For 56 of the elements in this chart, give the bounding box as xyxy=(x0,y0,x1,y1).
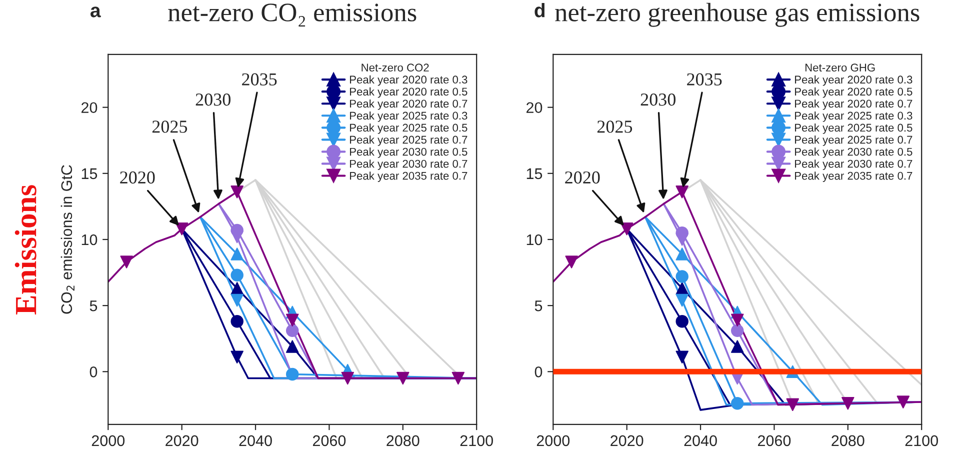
annotation: 2030 xyxy=(640,94,676,106)
chart-title: net-zero greenhouse gas emissions xyxy=(555,2,920,27)
x-tick-label: 2080 xyxy=(386,435,420,446)
x-tick-label: 2000 xyxy=(536,435,570,446)
annotation: 2025 xyxy=(152,120,188,133)
x-tick-label: 2040 xyxy=(239,435,272,446)
annotation: 2035 xyxy=(687,73,722,86)
legend-label: Peak year 2020 rate 0.5 xyxy=(350,87,468,98)
annotation: 2035 xyxy=(242,73,277,86)
legend-label: Peak year 2020 rate 0.7 xyxy=(795,99,912,110)
y-axis-title: CO$_{2}$ emissions in GtC xyxy=(60,165,74,314)
legend-label: Peak year 2020 rate 0.3 xyxy=(350,75,468,86)
text: a xyxy=(90,6,101,18)
legend-label: Peak year 2020 rate 0.5 xyxy=(795,87,912,98)
legend-label: Peak year 2025 rate 0.7 xyxy=(350,136,468,146)
y-tick-label: 10 xyxy=(82,234,98,246)
text: d xyxy=(534,3,544,18)
annotation: 2025 xyxy=(597,120,632,133)
annotation: 2030 xyxy=(196,94,230,106)
legend-label: Peak year 2030 rate 0.5 xyxy=(350,148,468,158)
y-tick-label: 5 xyxy=(90,300,98,312)
legend-label: Peak year 2025 rate 0.7 xyxy=(795,136,912,146)
legend-label: Peak year 2020 rate 0.3 xyxy=(795,75,912,86)
x-tick-label: 2100 xyxy=(905,435,938,446)
legend-label: Peak year 2025 rate 0.5 xyxy=(350,123,468,134)
y-tick-label: 20 xyxy=(82,102,98,114)
x-tick-label: 2060 xyxy=(312,435,346,446)
chart-title: net-zero CO₂ emissions xyxy=(168,4,416,27)
y-tick-label: 5 xyxy=(534,300,542,312)
x-tick-label: 2020 xyxy=(610,435,644,446)
y-tick-label: 15 xyxy=(82,168,98,180)
legend-label: Peak year 2025 rate 0.5 xyxy=(795,123,912,134)
legend-label: Peak year 2025 rate 0.3 xyxy=(795,111,912,122)
legend-label: Peak year 2025 rate 0.3 xyxy=(350,111,468,122)
legend-label: Peak year 2035 rate 0.7 xyxy=(350,172,468,182)
annotation: 2020 xyxy=(565,171,600,184)
legend-title: Net-zero GHG xyxy=(805,64,875,72)
text: Emissions xyxy=(14,185,36,315)
y-tick-label: 0 xyxy=(534,366,542,378)
y-tick-label: 15 xyxy=(526,168,542,180)
x-tick-label: 2000 xyxy=(92,435,125,446)
x-tick-label: 2100 xyxy=(460,435,493,446)
y-tick-label: 20 xyxy=(526,102,542,114)
x-tick-label: 2020 xyxy=(166,435,198,446)
legend-label: Peak year 2030 rate 0.5 xyxy=(795,148,912,158)
legend-label: Peak year 2035 rate 0.7 xyxy=(795,172,912,182)
y-tick-label: 10 xyxy=(526,234,542,246)
x-tick-label: 2080 xyxy=(832,435,864,446)
legend-label: Peak year 2020 rate 0.7 xyxy=(350,99,468,110)
legend-label: Peak year 2030 rate 0.7 xyxy=(350,160,468,170)
legend-label: Peak year 2030 rate 0.7 xyxy=(795,160,912,170)
x-tick-label: 2040 xyxy=(684,435,717,446)
annotation: 2020 xyxy=(120,171,155,184)
y-tick-label: 0 xyxy=(90,366,98,378)
legend-title: Net-zero CO2 xyxy=(362,64,429,72)
x-tick-label: 2060 xyxy=(758,435,791,446)
